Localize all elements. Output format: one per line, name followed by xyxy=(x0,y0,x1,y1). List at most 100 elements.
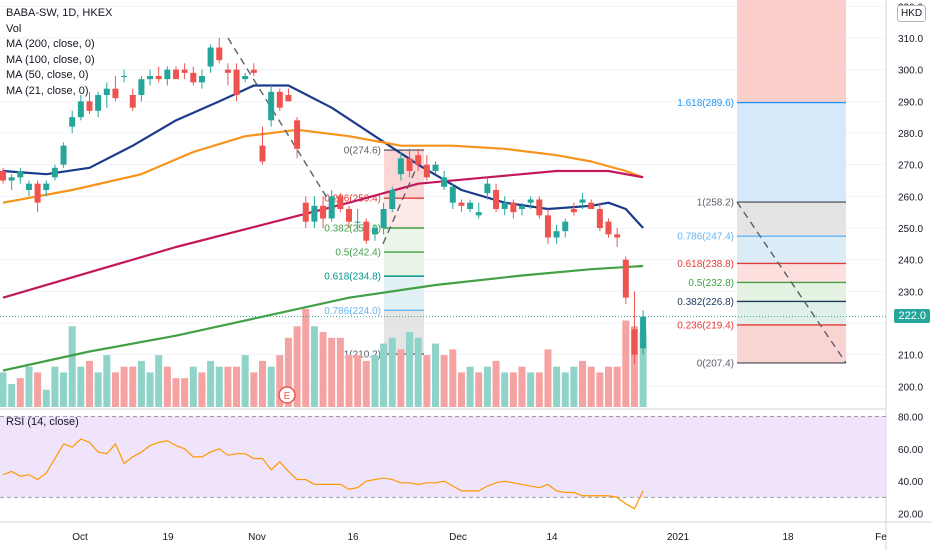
candle-body[interactable] xyxy=(346,209,352,222)
rsi-indicator-label[interactable]: RSI (14, close) xyxy=(6,416,79,428)
volume-bar[interactable] xyxy=(483,366,491,407)
candle-body[interactable] xyxy=(103,88,110,95)
volume-bar[interactable] xyxy=(163,366,171,407)
volume-bar[interactable] xyxy=(605,366,612,407)
volume-bar[interactable] xyxy=(622,320,630,407)
volume-bar[interactable] xyxy=(328,337,336,407)
candle-body[interactable] xyxy=(614,234,621,238)
volume-bar[interactable] xyxy=(120,366,128,407)
volume-bar[interactable] xyxy=(146,372,154,407)
volume-bar[interactable] xyxy=(77,366,85,407)
candle-body[interactable] xyxy=(43,183,50,190)
volume-bar[interactable] xyxy=(518,366,526,407)
candle-body[interactable] xyxy=(441,177,448,187)
ma200-indicator-label[interactable]: MA (200, close, 0) xyxy=(6,38,95,50)
candle-body[interactable] xyxy=(250,69,257,73)
candle-body[interactable] xyxy=(544,215,551,238)
volume-bar[interactable] xyxy=(397,349,405,407)
candle-body[interactable] xyxy=(198,76,205,83)
volume-bar[interactable] xyxy=(8,383,16,407)
volume-bar[interactable] xyxy=(440,355,448,407)
candle-body[interactable] xyxy=(397,158,404,175)
volume-bar[interactable] xyxy=(86,360,93,407)
volume-bar[interactable] xyxy=(111,372,119,407)
candle-body[interactable] xyxy=(622,259,629,298)
volume-bar[interactable] xyxy=(25,366,33,407)
volume-bar[interactable] xyxy=(570,366,578,407)
volume-bar[interactable] xyxy=(535,372,543,407)
candle-body[interactable] xyxy=(562,221,569,232)
candle-body[interactable] xyxy=(432,164,439,171)
candle-body[interactable] xyxy=(285,95,292,102)
volume-bar[interactable] xyxy=(630,326,638,407)
candle-body[interactable] xyxy=(95,95,102,111)
volume-bar[interactable] xyxy=(207,360,215,407)
candle-body[interactable] xyxy=(268,91,275,121)
volume-bar[interactable] xyxy=(310,326,318,407)
candle-body[interactable] xyxy=(121,76,128,77)
volume-bar[interactable] xyxy=(189,366,197,407)
volume-bar[interactable] xyxy=(596,372,604,407)
candle-body[interactable] xyxy=(259,145,266,162)
volume-bar[interactable] xyxy=(613,366,621,407)
candle-body[interactable] xyxy=(588,202,595,209)
ma21-indicator-label[interactable]: MA (21, close, 0) xyxy=(6,84,89,97)
candle-body[interactable] xyxy=(242,76,249,80)
volume-bar[interactable] xyxy=(103,355,111,407)
volume-bar[interactable] xyxy=(509,372,517,407)
trend-line[interactable] xyxy=(227,37,331,204)
volume-bar[interactable] xyxy=(639,332,647,407)
volume-bar[interactable] xyxy=(215,366,223,407)
candle-body[interactable] xyxy=(164,69,171,80)
volume-bar[interactable] xyxy=(233,366,241,407)
volume-bar[interactable] xyxy=(336,337,344,407)
volume-bar[interactable] xyxy=(457,372,465,407)
candle-body[interactable] xyxy=(69,117,76,127)
candle-body[interactable] xyxy=(631,329,638,355)
ma50-indicator-label[interactable]: MA (50, close, 0) xyxy=(6,69,89,81)
candle-body[interactable] xyxy=(276,91,283,108)
volume-bar[interactable] xyxy=(345,355,353,407)
candle-body[interactable] xyxy=(173,69,179,80)
volume-bar[interactable] xyxy=(302,309,310,407)
volume-bar[interactable] xyxy=(172,378,180,407)
candle-body[interactable] xyxy=(449,186,456,203)
candle-body[interactable] xyxy=(501,202,508,209)
candle-body[interactable] xyxy=(60,145,67,165)
candle-body[interactable] xyxy=(337,196,344,209)
candle-body[interactable] xyxy=(553,231,560,238)
volume-bar[interactable] xyxy=(0,372,7,407)
volume-bar[interactable] xyxy=(492,360,500,407)
volume-bar[interactable] xyxy=(553,366,561,407)
volume-bar[interactable] xyxy=(449,349,457,407)
trend-line[interactable] xyxy=(382,170,416,245)
candle-body[interactable] xyxy=(147,76,154,80)
volume-bar[interactable] xyxy=(579,360,587,407)
candle-body[interactable] xyxy=(328,196,335,219)
candle-body[interactable] xyxy=(536,199,543,216)
volume-bar[interactable] xyxy=(501,372,509,407)
candle-body[interactable] xyxy=(570,209,577,213)
candle-body[interactable] xyxy=(484,183,491,194)
volume-bar[interactable] xyxy=(354,355,362,407)
symbol-title[interactable]: BABA-SW, 1D, HKEX xyxy=(6,7,113,19)
candle-body[interactable] xyxy=(207,47,214,67)
candle-body[interactable] xyxy=(294,120,301,149)
candle-body[interactable] xyxy=(302,202,309,222)
volume-bar[interactable] xyxy=(544,349,552,407)
candle-body[interactable] xyxy=(129,95,136,108)
candle-body[interactable] xyxy=(311,205,318,222)
volume-bar[interactable] xyxy=(42,389,50,407)
candle-body[interactable] xyxy=(320,205,327,219)
candle-body[interactable] xyxy=(423,164,430,178)
candle-body[interactable] xyxy=(371,228,378,235)
volume-bar[interactable] xyxy=(137,360,145,407)
candle-body[interactable] xyxy=(86,101,93,111)
volume-bar[interactable] xyxy=(94,372,102,407)
candle-body[interactable] xyxy=(112,88,119,99)
volume-bar[interactable] xyxy=(276,355,284,407)
candle-body[interactable] xyxy=(527,199,534,203)
candle-body[interactable] xyxy=(579,199,586,203)
volume-bar[interactable] xyxy=(380,343,388,407)
candle-body[interactable] xyxy=(0,171,6,181)
